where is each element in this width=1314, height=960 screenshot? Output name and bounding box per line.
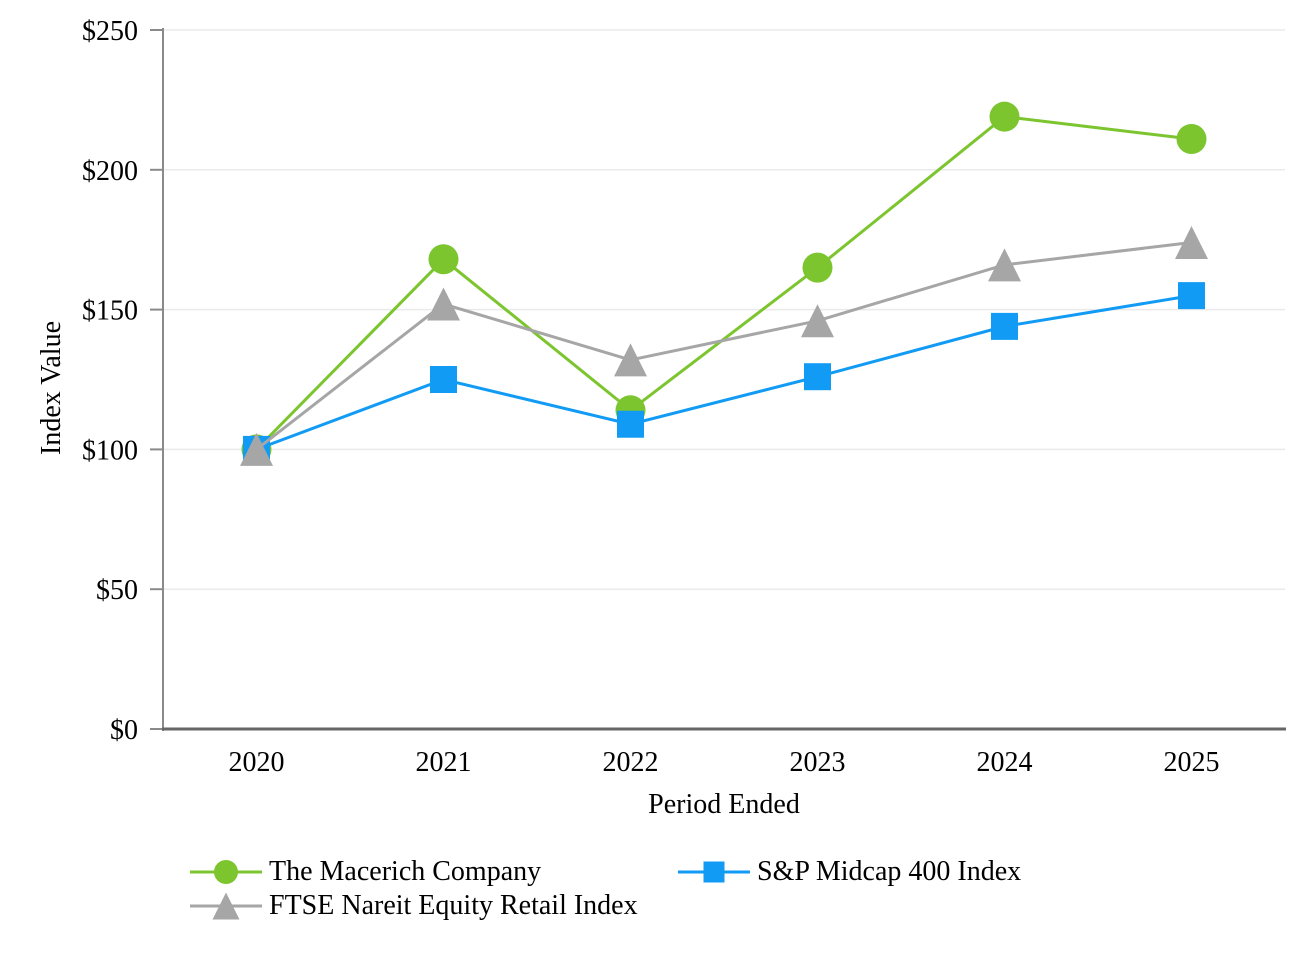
legend-label-sp-midcap-400: S&P Midcap 400 Index: [757, 856, 1022, 887]
data-point-0-2023: [802, 252, 833, 283]
x-tick-label: 2020: [229, 747, 285, 778]
legend-label-ftse-nareit: FTSE Nareit Equity Retail Index: [269, 890, 638, 921]
y-tick-label: $100: [82, 435, 138, 466]
data-point-0-2021: [428, 244, 459, 275]
data-point-2-2025: [1175, 225, 1208, 259]
data-point-2-2021: [427, 287, 460, 321]
legend-marker-shape: [703, 861, 725, 883]
data-point-1-2023: [804, 363, 831, 391]
data-point-2-2023: [801, 304, 834, 338]
y-axis-title: Index Value: [36, 321, 67, 455]
legend-label-macerich: The Macerich Company: [269, 856, 542, 887]
data-point-1-2022: [617, 410, 644, 438]
x-tick-label: 2023: [790, 747, 846, 778]
y-tick-label: $200: [82, 156, 138, 187]
data-point-1-2021: [430, 366, 457, 393]
data-point-2-2020: [240, 432, 273, 466]
data-point-1-2024: [991, 312, 1018, 340]
x-tick-label: 2025: [1164, 747, 1220, 778]
data-point-1-2025: [1178, 282, 1205, 310]
y-tick-label: $150: [82, 296, 138, 327]
legend-marker-shape: [214, 860, 238, 884]
x-axis-title: Period Ended: [648, 789, 800, 820]
y-tick-label: $250: [82, 16, 138, 47]
ftse-nareit-legend-marker: [190, 892, 262, 920]
sp-midcap-legend-marker: [678, 861, 750, 883]
macerich-legend-marker: [190, 860, 262, 884]
legend-item-macerich: The Macerich Company: [190, 855, 678, 889]
x-tick-label: 2022: [603, 747, 659, 778]
series-line-2: [255, 241, 1192, 451]
legend-item-sp-midcap-400: S&P Midcap 400 Index: [678, 855, 1021, 889]
chart-legend: The Macerich Company S&P Midcap 400 Inde…: [190, 855, 1021, 923]
data-point-0-2024: [989, 101, 1020, 132]
data-point-2-2024: [988, 248, 1021, 282]
x-tick-label: 2024: [977, 747, 1033, 778]
legend-marker-shape: [212, 892, 240, 920]
y-tick-label: $50: [96, 575, 138, 606]
x-tick-label: 2021: [416, 747, 472, 778]
data-point-2-2022: [614, 343, 647, 377]
y-tick-label: $0: [110, 715, 138, 746]
data-point-0-2025: [1176, 124, 1207, 155]
series-line-1: [255, 294, 1192, 451]
legend-item-ftse-nareit: FTSE Nareit Equity Retail Index: [190, 889, 678, 923]
